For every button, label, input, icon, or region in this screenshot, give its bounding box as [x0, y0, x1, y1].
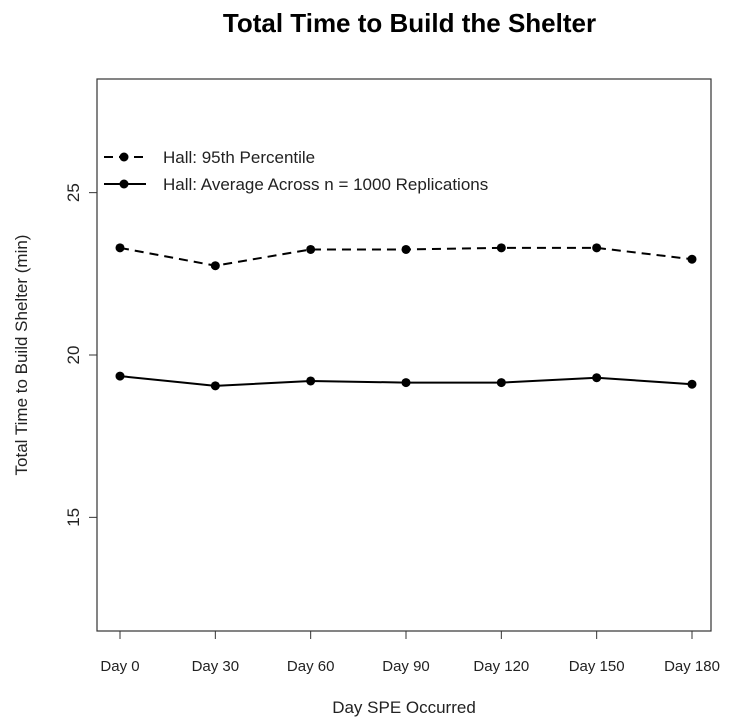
legend-marker — [119, 152, 129, 162]
data-point — [496, 378, 506, 388]
y-tick-label: 15 — [64, 508, 83, 527]
data-point — [592, 373, 602, 383]
x-axis: Day 0 Day 30 Day 60 Day 90 Day 120 Day 150 Day… — [100, 630, 720, 675]
x-tick-label: Day 120 — [473, 658, 529, 675]
y-tick-label: 20 — [64, 346, 83, 365]
data-point — [115, 371, 125, 381]
data-point — [496, 243, 506, 253]
data-point — [592, 243, 602, 253]
series-layer — [115, 243, 697, 391]
series-1 — [115, 243, 697, 271]
y-axis: 15 20 25 — [64, 183, 98, 527]
data-point — [115, 243, 125, 253]
data-point — [306, 244, 316, 254]
x-tick-label: Day 30 — [192, 658, 240, 675]
data-point — [210, 381, 220, 391]
data-point — [210, 261, 220, 271]
data-point — [687, 254, 697, 264]
x-tick-label: Day 0 — [100, 658, 139, 675]
x-tick-label: Day 180 — [664, 658, 720, 675]
x-tick-label: Day 60 — [287, 658, 335, 675]
data-point — [306, 376, 316, 386]
x-tick-label: Day 90 — [382, 658, 430, 675]
legend-label: Hall: Average Across n = 1000 Replicatio… — [163, 175, 488, 194]
data-point — [401, 378, 411, 388]
x-axis-label: Day SPE Occurred — [332, 698, 476, 717]
series-2 — [115, 371, 697, 391]
legend: Hall: 95th Percentile Hall: Average Acros… — [104, 148, 488, 194]
x-tick-label: Day 150 — [569, 658, 625, 675]
data-point — [687, 379, 697, 389]
chart-title: Total Time to Build the Shelter — [222, 8, 597, 38]
y-axis-label: Total Time to Build Shelter (min) — [12, 235, 31, 476]
legend-label: Hall: 95th Percentile — [163, 148, 315, 167]
y-tick-label: 25 — [64, 183, 83, 202]
data-point — [401, 244, 411, 254]
legend-marker — [119, 179, 129, 189]
